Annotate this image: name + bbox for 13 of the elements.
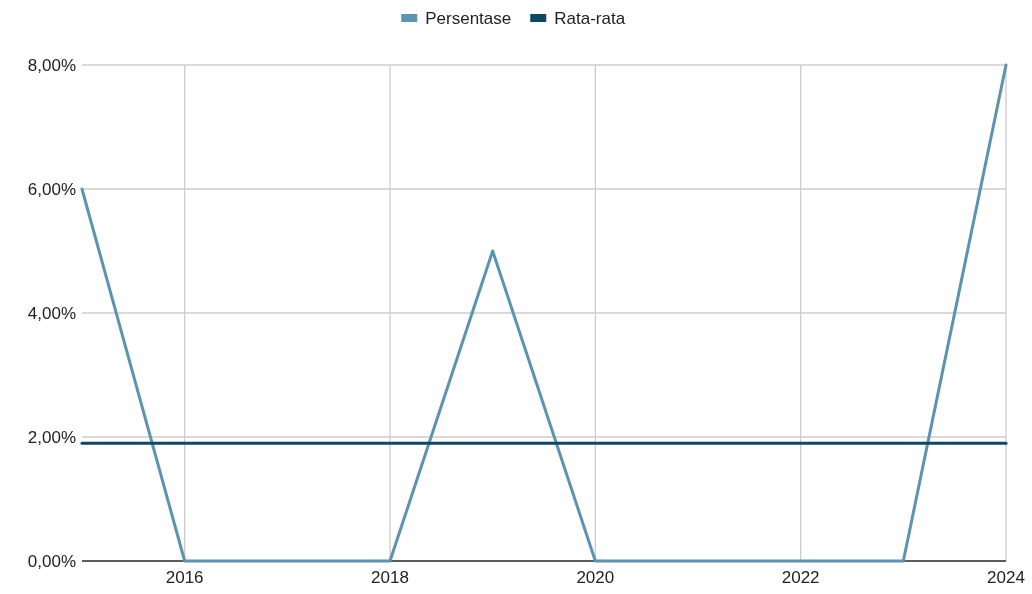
line-series	[80, 63, 1008, 563]
x-tick-label: 2024	[987, 568, 1025, 587]
y-tick-label: 4,00%	[27, 303, 76, 323]
y-tick-label: 2,00%	[27, 427, 76, 447]
y-tick-label: 0,00%	[27, 551, 76, 571]
y-tick-label: 6,00%	[27, 179, 76, 199]
x-tick-label: 2020	[576, 568, 615, 587]
legend-label: Persentase	[425, 8, 512, 28]
y-tick-label: 8,00%	[27, 55, 76, 75]
legend-label: Rata-rata	[554, 8, 626, 28]
x-tick-label: 2022	[781, 568, 820, 587]
x-tick-label: 2018	[371, 568, 409, 587]
x-tick-label: 2016	[165, 568, 204, 587]
